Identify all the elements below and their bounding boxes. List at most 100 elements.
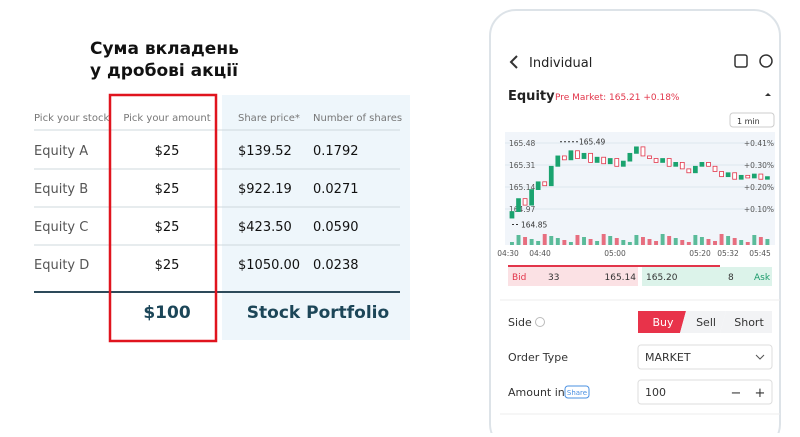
side: Sell	[696, 316, 716, 329]
candle	[647, 155, 652, 159]
volume	[752, 235, 757, 245]
volume	[608, 236, 613, 245]
volume	[654, 241, 659, 245]
symbol: Equity	[508, 89, 555, 104]
x-tick-label: 04:30	[497, 249, 519, 258]
interval-text: 1 min	[737, 117, 760, 126]
cell: $25	[155, 182, 180, 197]
candle	[719, 171, 724, 178]
order-select[interactable]	[637, 344, 773, 370]
candle	[575, 150, 580, 159]
pct-label: +0.20%	[744, 183, 774, 192]
volume	[588, 239, 593, 245]
volume	[673, 238, 678, 245]
info-icon[interactable]	[535, 317, 545, 327]
candle	[588, 152, 593, 163]
plus[interactable]: +	[755, 386, 766, 401]
candle	[666, 158, 672, 167]
volume	[693, 235, 698, 245]
candle	[738, 174, 744, 180]
unit: Share	[567, 389, 587, 397]
x-tick-label: 05:20	[689, 249, 711, 258]
volume	[726, 236, 731, 245]
minus[interactable]: −	[731, 386, 742, 401]
chart: 165.48 165.31 165.14 164.97 +0.41% +0.30% +0.2…	[497, 138, 775, 258]
cell: Equity B	[34, 182, 88, 197]
candle	[745, 174, 751, 179]
y-tick-label: 165.48	[509, 139, 535, 148]
volume	[575, 235, 580, 245]
y-tick-label: 165.14	[509, 183, 535, 192]
candle	[568, 150, 574, 161]
settings-icon[interactable]	[759, 54, 773, 68]
cell: $25	[155, 144, 180, 159]
volume	[641, 237, 645, 245]
volume	[562, 240, 567, 245]
amount-input[interactable]	[637, 379, 773, 405]
back-icon[interactable]	[509, 55, 518, 69]
volume	[680, 240, 685, 245]
order-label: Order Type	[508, 351, 568, 364]
buy-btn[interactable]	[638, 311, 686, 333]
candle	[706, 162, 711, 167]
candle	[601, 156, 607, 165]
header-cell: Number of shares	[313, 113, 402, 124]
cell: $423.50	[238, 220, 292, 235]
sell-btn[interactable]	[680, 311, 726, 333]
title: Сума вкладень	[90, 39, 239, 59]
short-btn[interactable]	[720, 311, 772, 333]
volume	[582, 237, 586, 245]
cell: Equity C	[34, 220, 88, 235]
candle	[758, 173, 764, 180]
collapse-icon[interactable]	[765, 93, 771, 96]
interval[interactable]	[729, 112, 775, 128]
chart-bg	[505, 132, 775, 245]
volume	[739, 240, 744, 245]
volume	[549, 236, 554, 245]
candle	[607, 158, 613, 165]
cell: $1050.00	[238, 258, 300, 273]
x-tick-label: 04:40	[529, 249, 551, 258]
volume	[706, 239, 711, 245]
nav-title: Individual	[529, 56, 592, 71]
candle	[712, 165, 718, 172]
candle	[542, 181, 548, 187]
volume	[647, 239, 652, 245]
ask-label: Ask	[754, 273, 771, 283]
title: у дробові акції	[90, 61, 238, 81]
portfolio: Stock Portfolio	[247, 303, 389, 323]
volume	[634, 235, 639, 245]
x-tick-label: 05:45	[749, 249, 771, 258]
volume	[601, 234, 606, 245]
x-tick-label: 05:00	[604, 249, 626, 258]
unit-tag[interactable]	[564, 385, 590, 399]
bid-price: 165.14	[605, 273, 637, 283]
side-label: Side	[508, 316, 532, 329]
volume	[621, 240, 626, 245]
x-tick-label: 05:32	[717, 249, 739, 258]
candle	[620, 160, 626, 167]
header-cell: Share price*	[238, 113, 300, 124]
volume	[595, 241, 600, 245]
amount-label: Amount in	[508, 386, 565, 399]
candle	[699, 162, 705, 167]
pct-label: +0.30%	[744, 161, 774, 170]
cell: 0.0271	[313, 182, 359, 197]
candle	[640, 146, 646, 157]
ask-size: 8	[728, 273, 734, 283]
chart-icon[interactable]	[734, 54, 748, 68]
header-cell: Pick your amount	[123, 113, 210, 124]
candle	[555, 155, 561, 167]
candle	[653, 158, 659, 163]
cell: 0.1792	[313, 144, 359, 159]
candle	[522, 198, 528, 206]
volume	[686, 242, 691, 245]
volume	[667, 236, 672, 245]
volume	[542, 234, 547, 245]
y-tick-label: 164.97	[509, 205, 535, 214]
candle	[581, 152, 587, 159]
volume	[627, 242, 632, 245]
volume	[660, 234, 665, 245]
y-tick-label: 165.31	[509, 161, 535, 170]
bid-size: 33	[548, 273, 559, 283]
